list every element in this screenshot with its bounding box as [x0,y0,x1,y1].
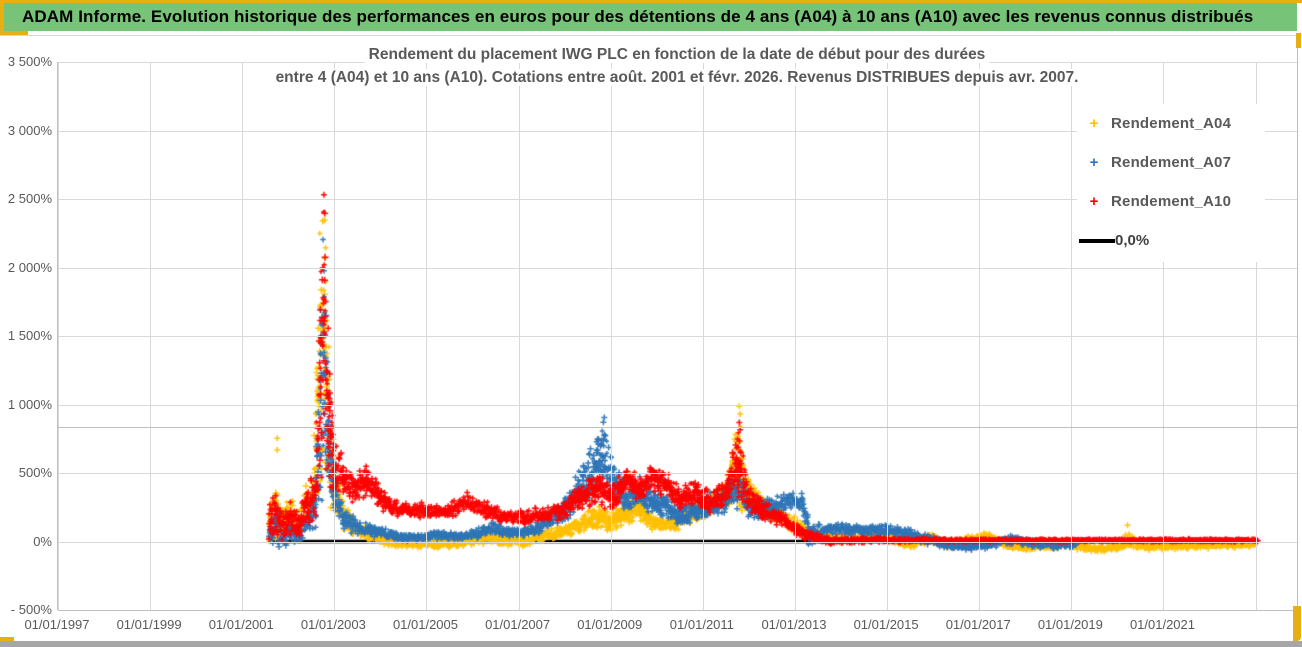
gridline-vertical [702,62,704,610]
x-tick-label: 01/01/2001 [208,617,274,632]
x-tick-label: 01/01/2009 [577,617,643,632]
x-tick-label: 01/01/1997 [24,617,90,632]
gridline-horizontal [58,473,1298,474]
legend-item-rendement_a10: + Rendement_A10 [1077,189,1265,215]
gridline-vertical [334,62,336,610]
x-tick-label: 01/01/2013 [761,617,827,632]
header-underline [0,35,1302,36]
chart-title-line1: Rendement du placement IWG PLC en foncti… [57,44,1297,66]
chart-title-line2-text: entre 4 (A04) et 10 ans (A10). Cotations… [271,69,1083,86]
zero-line-swatch [1079,238,1115,243]
x-tick-label: 01/01/1999 [116,617,182,632]
header-underline-accent [4,31,28,35]
top-accent-border [0,0,1302,3]
gridline-vertical [1163,62,1165,610]
chart-title-line1-text: Rendement du placement IWG PLC en foncti… [364,46,990,63]
gridline-vertical [242,62,244,610]
legend-item-rendement_a07: + Rendement_A07 [1077,149,1265,175]
gridline-horizontal [58,199,1298,200]
right-border [1297,36,1298,641]
chart-title-line2: entre 4 (A04) et 10 ans (A10). Cotations… [57,67,1297,89]
gridline-vertical [426,62,428,610]
gridline-vertical [979,62,981,610]
y-tick-label: 0% [33,533,52,549]
gridline-horizontal [58,610,1298,611]
sheet-row-line [58,426,1298,428]
y-tick-label: 1 500% [7,328,52,343]
gridline-vertical [150,62,152,610]
legend-item-rendement_a04: + Rendement_A04 [1077,110,1265,136]
gridline-vertical [1255,62,1257,610]
x-tick-label: 01/01/2017 [945,617,1011,632]
y-tick-label: - 500% [10,602,52,617]
x-tick-label: 01/01/2003 [300,617,366,632]
x-tick-label: 01/01/2019 [1037,617,1103,632]
left-accent-border [0,0,4,36]
y-tick-label: 1 000% [7,396,52,412]
gridline-vertical [58,62,59,610]
y-tick-label: 2 000% [7,259,52,275]
right-accent-top [1296,33,1301,48]
right-accent-bottom [1293,606,1301,641]
legend-marker-icon: + [1089,193,1099,211]
gridline-vertical [1071,62,1073,610]
x-tick-label: 01/01/2007 [485,617,551,632]
x-tick-label: 01/01/2005 [392,617,459,632]
x-tick-label: 01/01/2021 [1129,617,1196,632]
gridline-horizontal [58,130,1298,132]
legend-item-zero-line: 0,0% [1077,228,1265,254]
chart-legend: + Rendement_A04 + Rendement_A07 + Rendement_A… [1077,104,1265,262]
legend-item-label: Rendement_A10 [1111,193,1232,211]
legend-item-label: Rendement_A07 [1111,153,1232,171]
gridline-vertical [794,62,796,610]
gridline-horizontal [58,541,1298,543]
gridline-vertical [518,62,520,610]
x-tick-label: 01/01/2015 [853,617,919,632]
header-title: ADAM Informe. Evolution historique des p… [22,7,1254,26]
gridline-horizontal [58,404,1298,406]
y-tick-label: 500% [18,465,52,480]
y-tick-label: 3 500% [7,54,52,69]
y-tick-label: 2 500% [7,191,52,206]
legend-zero-label: 0,0% [1115,232,1150,250]
y-tick-label: 3 000% [7,122,52,138]
gridline-horizontal [58,336,1298,337]
header-banner: ADAM Informe. Evolution historique des p… [4,3,1297,31]
gridline-vertical [887,62,889,610]
bottom-strip [0,641,1302,647]
gridline-vertical [610,62,612,610]
legend-marker-icon: + [1089,114,1099,132]
legend-marker-icon: + [1089,153,1099,171]
gridline-horizontal [58,267,1298,269]
legend-item-label: Rendement_A04 [1111,114,1232,132]
x-tick-label: 01/01/2011 [669,617,734,632]
